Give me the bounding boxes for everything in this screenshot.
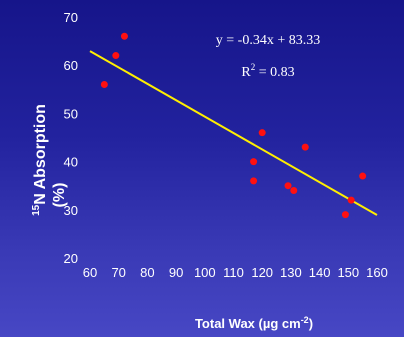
data-point bbox=[250, 158, 258, 166]
x-tick-label: 150 bbox=[337, 265, 359, 280]
x-tick-label: 130 bbox=[280, 265, 302, 280]
x-tick-label: 160 bbox=[366, 265, 388, 280]
regression-equation: y = -0.34x + 83.33 bbox=[216, 33, 320, 48]
trendline-layer bbox=[89, 50, 378, 216]
x-tick-label: 60 bbox=[83, 265, 97, 280]
x-tick-label: 110 bbox=[223, 265, 244, 280]
data-point bbox=[301, 143, 309, 151]
data-point bbox=[359, 172, 367, 180]
x-tick-label: 80 bbox=[140, 265, 154, 280]
data-point bbox=[258, 129, 266, 137]
y-tick-label: 60 bbox=[64, 58, 78, 73]
y-axis-label: 15N Absorption bbox=[31, 104, 49, 216]
x-tick-label: 120 bbox=[251, 265, 273, 280]
trendline bbox=[89, 50, 378, 216]
points-layer bbox=[100, 32, 367, 219]
y-tick-label: 40 bbox=[64, 155, 78, 170]
data-point bbox=[341, 211, 349, 219]
y-tick-label: 70 bbox=[64, 10, 78, 25]
y-tick-labels: 20 30 40 50 60 70 bbox=[64, 10, 78, 266]
x-tick-label: 70 bbox=[111, 265, 125, 280]
data-point bbox=[250, 177, 258, 185]
data-point bbox=[290, 187, 298, 195]
x-axis-label: Total Wax (µg cm-2) bbox=[195, 315, 313, 331]
y-axis-label-unit: (%) bbox=[51, 183, 68, 208]
r-squared-label: R2 = 0.83 bbox=[241, 62, 294, 80]
x-tick-label: 140 bbox=[309, 265, 331, 280]
x-tick-label: 100 bbox=[194, 265, 216, 280]
y-tick-label: 20 bbox=[64, 251, 78, 266]
data-point bbox=[120, 32, 128, 40]
y-tick-label: 30 bbox=[64, 203, 78, 218]
x-tick-labels: 60 70 80 90 100 110 120 130 140 150 160 bbox=[83, 265, 388, 280]
data-point bbox=[284, 182, 292, 190]
data-point bbox=[100, 80, 108, 88]
data-point bbox=[112, 52, 120, 60]
x-tick-label: 90 bbox=[169, 265, 183, 280]
y-tick-label: 50 bbox=[64, 106, 78, 121]
data-point bbox=[347, 196, 355, 204]
